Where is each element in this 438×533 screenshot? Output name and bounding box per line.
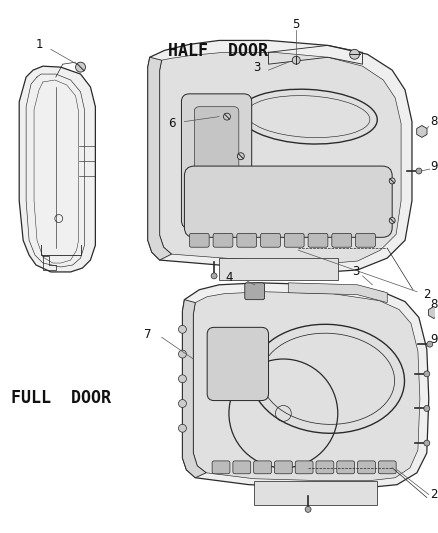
Circle shape <box>178 325 187 333</box>
FancyBboxPatch shape <box>194 107 239 215</box>
Polygon shape <box>148 41 412 272</box>
Circle shape <box>178 424 187 432</box>
FancyBboxPatch shape <box>261 233 280 247</box>
FancyBboxPatch shape <box>213 233 233 247</box>
Circle shape <box>389 217 395 223</box>
FancyBboxPatch shape <box>378 461 396 474</box>
Text: 8: 8 <box>430 298 438 311</box>
Text: 3: 3 <box>253 61 260 74</box>
Circle shape <box>389 178 395 184</box>
Polygon shape <box>417 125 427 138</box>
FancyBboxPatch shape <box>184 166 392 237</box>
Text: 3: 3 <box>352 265 359 278</box>
Text: 6: 6 <box>168 117 175 130</box>
FancyBboxPatch shape <box>275 461 292 474</box>
Polygon shape <box>219 258 338 280</box>
FancyBboxPatch shape <box>212 461 230 474</box>
Circle shape <box>178 350 187 358</box>
Circle shape <box>416 168 422 174</box>
Polygon shape <box>19 66 95 272</box>
Polygon shape <box>193 292 420 481</box>
Polygon shape <box>183 283 429 488</box>
Text: 9: 9 <box>430 159 438 173</box>
Text: 1: 1 <box>35 38 43 51</box>
Circle shape <box>292 56 300 64</box>
FancyBboxPatch shape <box>245 283 265 300</box>
Text: 9: 9 <box>430 333 438 346</box>
FancyBboxPatch shape <box>237 233 257 247</box>
Circle shape <box>223 113 230 120</box>
Circle shape <box>178 375 187 383</box>
Text: 7: 7 <box>144 328 152 341</box>
Circle shape <box>424 371 430 377</box>
FancyBboxPatch shape <box>233 461 251 474</box>
FancyBboxPatch shape <box>332 233 352 247</box>
Circle shape <box>305 506 311 512</box>
Circle shape <box>211 273 217 279</box>
FancyBboxPatch shape <box>295 461 313 474</box>
Polygon shape <box>429 306 438 318</box>
Circle shape <box>76 62 85 72</box>
Circle shape <box>424 440 430 446</box>
FancyBboxPatch shape <box>181 94 252 229</box>
Text: 8: 8 <box>430 115 438 128</box>
Polygon shape <box>254 481 378 505</box>
FancyBboxPatch shape <box>357 461 375 474</box>
Text: 2: 2 <box>423 288 431 301</box>
Circle shape <box>427 341 433 347</box>
FancyBboxPatch shape <box>254 461 272 474</box>
FancyBboxPatch shape <box>316 461 334 474</box>
Circle shape <box>178 400 187 408</box>
Polygon shape <box>148 57 172 260</box>
Polygon shape <box>160 52 401 263</box>
FancyBboxPatch shape <box>284 233 304 247</box>
Text: 4: 4 <box>225 271 233 285</box>
FancyBboxPatch shape <box>207 327 268 401</box>
Polygon shape <box>288 283 387 303</box>
Text: 2: 2 <box>430 488 438 501</box>
Circle shape <box>424 406 430 411</box>
Circle shape <box>237 153 244 160</box>
Text: FULL  DOOR: FULL DOOR <box>11 389 111 407</box>
Text: HALF  DOOR: HALF DOOR <box>168 43 268 60</box>
Polygon shape <box>183 300 206 478</box>
FancyBboxPatch shape <box>356 233 375 247</box>
Circle shape <box>350 50 360 59</box>
FancyBboxPatch shape <box>189 233 209 247</box>
FancyBboxPatch shape <box>308 233 328 247</box>
FancyBboxPatch shape <box>337 461 355 474</box>
Text: 5: 5 <box>293 18 300 31</box>
